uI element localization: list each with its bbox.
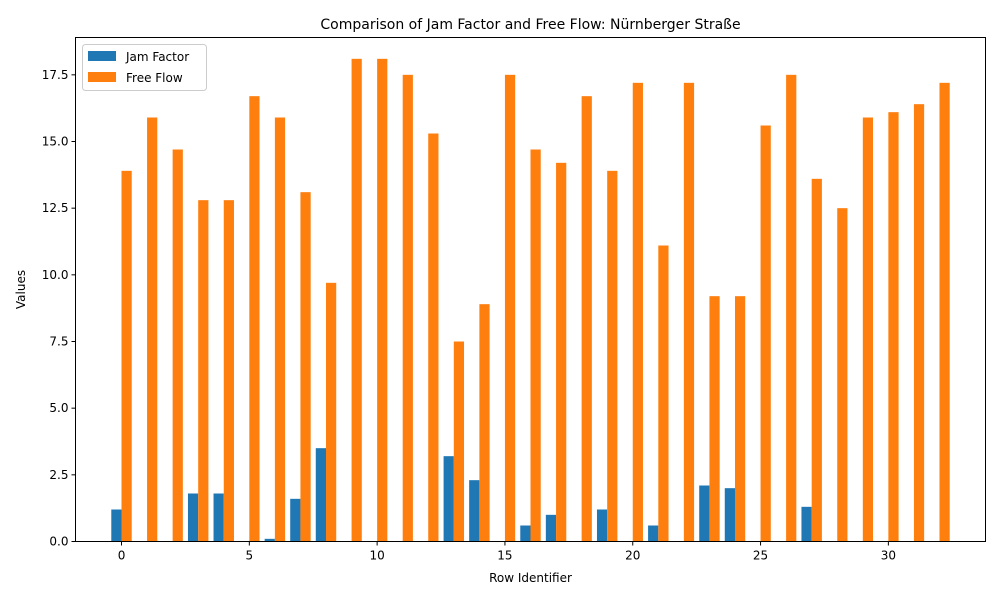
bar-free-flow-29: [862, 117, 874, 542]
bar-jam-factor-21: [648, 525, 659, 542]
y-tick-label: 2.5: [49, 468, 68, 482]
bar-free-flow-8: [326, 282, 337, 542]
y-axis-label: Values: [14, 270, 28, 309]
x-axis-ticks: 0 5 10 15 20 25 30: [118, 541, 896, 563]
y-tick-label: 5.0: [49, 401, 68, 415]
bar-free-flow-1: [147, 117, 158, 542]
bar-free-flow-14: [479, 304, 490, 542]
bar-free-flow-16: [530, 149, 541, 542]
bar-free-flow-11: [402, 74, 413, 542]
y-tick-label: 10.0: [42, 268, 69, 282]
bar-free-flow-20: [632, 82, 643, 542]
bar-jam-factor-24: [724, 488, 735, 542]
bar-jam-factor-3: [187, 493, 199, 542]
bar-free-flow-2: [172, 149, 183, 542]
x-tick-label: 0: [118, 549, 126, 563]
bar-free-flow-28: [837, 208, 848, 542]
legend-swatch-free-flow: [88, 72, 116, 82]
x-tick-label: 15: [497, 549, 512, 563]
bar-jam-factor-16: [520, 525, 531, 542]
bar-free-flow-0: [121, 170, 132, 542]
x-tick-label: 30: [881, 549, 896, 563]
bar-free-flow-30: [888, 112, 899, 542]
bar-free-flow-9: [351, 58, 362, 542]
bar-jam-factor-27: [801, 506, 812, 542]
bar-free-flow-13: [453, 341, 465, 542]
bar-jam-factor-19: [596, 509, 608, 542]
y-tick-label: 12.5: [42, 201, 69, 215]
bar-jam-factor-14: [469, 480, 480, 542]
bar-free-flow-15: [504, 74, 516, 542]
x-tick-label: 10: [369, 549, 384, 563]
bar-free-flow-24: [734, 296, 746, 542]
bar-free-flow-19: [607, 170, 618, 542]
bar-free-flow-31: [913, 104, 925, 542]
legend-swatch-jam-factor: [88, 51, 116, 61]
bar-free-flow-10: [377, 58, 388, 542]
bar-free-flow-26: [786, 74, 797, 542]
bar-free-flow-12: [428, 133, 439, 542]
bar-jam-factor-13: [443, 456, 454, 542]
bar-jam-factor-0: [111, 509, 122, 542]
bar-free-flow-4: [223, 200, 234, 542]
bar-jam-factor-7: [290, 498, 301, 542]
plot-area-frame: [75, 37, 986, 542]
y-tick-label: 7.5: [49, 335, 68, 349]
x-tick-label: 25: [753, 549, 768, 563]
bar-free-flow-6: [274, 117, 286, 542]
bar-free-flow-32: [939, 82, 950, 542]
bar-free-flow-25: [760, 125, 771, 542]
chart-title: Comparison of Jam Factor and Free Flow: …: [320, 17, 740, 33]
bar-jam-factor-4: [213, 493, 224, 542]
bars-layer: [111, 58, 950, 542]
bar-free-flow-23: [709, 296, 720, 542]
x-axis-label: Row Identifier: [489, 571, 572, 585]
x-tick-label: 20: [625, 549, 640, 563]
legend: Jam Factor Free Flow: [82, 44, 207, 91]
legend-label-free-flow: Free Flow: [126, 71, 183, 85]
bar-jam-factor-23: [699, 485, 710, 542]
bar-free-flow-18: [581, 96, 592, 542]
bar-jam-factor-6: [264, 538, 275, 542]
y-tick-label: 0.0: [49, 535, 68, 549]
legend-label-jam-factor: Jam Factor: [125, 50, 189, 64]
bar-jam-factor-17: [545, 514, 557, 542]
bar-jam-factor-8: [315, 448, 326, 542]
bar-free-flow-7: [300, 192, 311, 542]
x-tick-label: 5: [245, 549, 253, 563]
y-tick-label: 15.0: [42, 135, 69, 149]
bar-free-flow-22: [683, 82, 695, 542]
bar-free-flow-5: [249, 96, 260, 542]
bar-free-flow-27: [811, 178, 822, 542]
bar-free-flow-21: [658, 245, 669, 542]
y-axis-ticks: 0.0 2.5 5.0 7.5 10.0 12.5 15.0 17.5: [42, 68, 76, 549]
bar-free-flow-3: [198, 200, 209, 542]
bar-free-flow-17: [556, 162, 567, 542]
y-tick-label: 17.5: [42, 68, 69, 82]
